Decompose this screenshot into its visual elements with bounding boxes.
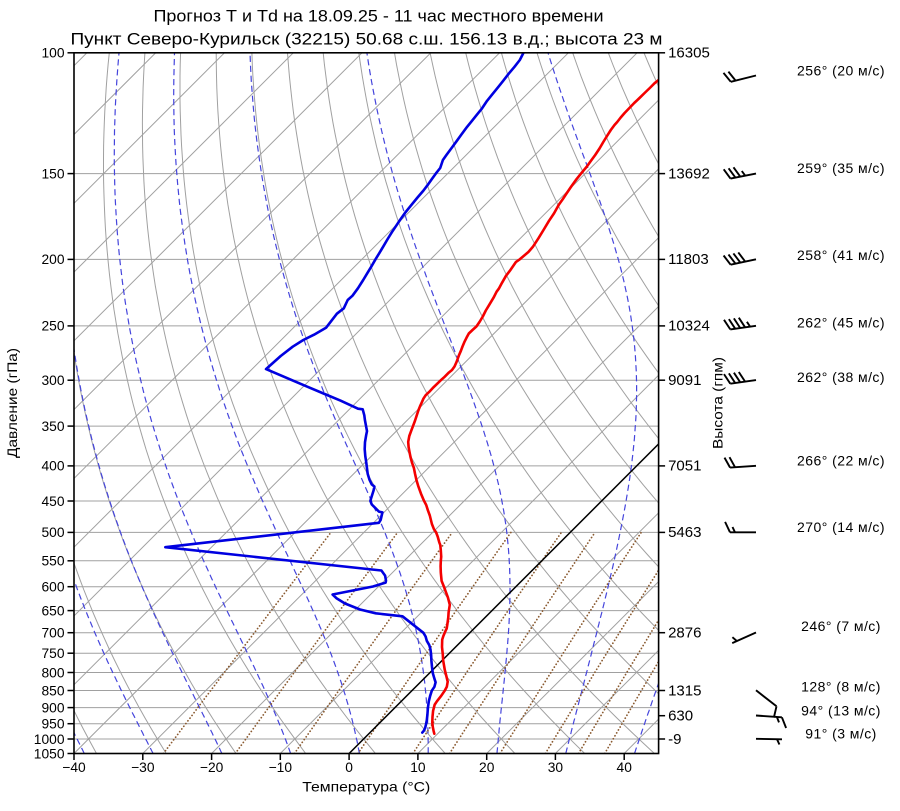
svg-text:550: 550	[41, 554, 64, 569]
svg-text:900: 900	[41, 700, 64, 715]
svg-text:100: 100	[41, 46, 64, 61]
svg-text:1000: 1000	[34, 732, 65, 747]
svg-text:20: 20	[479, 760, 495, 775]
svg-text:262° (38 м/с): 262° (38 м/с)	[797, 369, 885, 385]
svg-text:Пункт Северо-Курильск (32215): Пункт Северо-Курильск (32215) 50.68 с.ш.…	[71, 30, 663, 49]
svg-text:950: 950	[41, 717, 64, 732]
svg-text:16305: 16305	[668, 45, 710, 62]
svg-text:2876: 2876	[668, 625, 701, 642]
svg-text:1050: 1050	[34, 746, 65, 761]
svg-text:13692: 13692	[668, 165, 710, 182]
svg-text:10324: 10324	[668, 318, 710, 335]
svg-text:266° (22 м/с): 266° (22 м/с)	[797, 453, 885, 469]
svg-text:−10: −10	[269, 760, 293, 775]
svg-text:600: 600	[41, 580, 64, 595]
svg-text:150: 150	[41, 166, 64, 181]
svg-text:259° (35 м/с): 259° (35 м/с)	[797, 160, 885, 176]
svg-text:270° (14 м/с): 270° (14 м/с)	[797, 519, 885, 535]
svg-text:40: 40	[617, 760, 633, 775]
svg-text:800: 800	[41, 665, 64, 680]
svg-text:256° (20 м/с): 256° (20 м/с)	[797, 63, 885, 79]
svg-text:128° (8 м/с): 128° (8 м/с)	[801, 678, 881, 694]
svg-text:1315: 1315	[668, 682, 701, 699]
svg-text:Давление (гПа): Давление (гПа)	[5, 348, 20, 458]
svg-text:5463: 5463	[668, 524, 701, 541]
svg-text:300: 300	[41, 373, 64, 388]
svg-text:9091: 9091	[668, 372, 701, 389]
svg-text:−40: −40	[62, 760, 86, 775]
svg-text:400: 400	[41, 459, 64, 474]
svg-text:258° (41 м/с): 258° (41 м/с)	[797, 247, 885, 263]
svg-text:94° (13 м/с): 94° (13 м/с)	[801, 703, 881, 719]
svg-text:10: 10	[410, 760, 426, 775]
svg-text:700: 700	[41, 626, 64, 641]
svg-text:262° (45 м/с): 262° (45 м/с)	[797, 315, 885, 331]
svg-text:630: 630	[668, 708, 693, 725]
svg-text:-9: -9	[668, 731, 681, 748]
svg-text:7051: 7051	[668, 458, 701, 475]
svg-text:Высота (гпм): Высота (гпм)	[711, 357, 726, 449]
svg-text:500: 500	[41, 525, 64, 540]
svg-text:450: 450	[41, 494, 64, 509]
svg-text:Температура (°C): Температура (°C)	[302, 780, 430, 795]
svg-text:−30: −30	[131, 760, 155, 775]
svg-text:Прогноз Т и Td на 18.09.25 - 1: Прогноз Т и Td на 18.09.25 - 11 час мест…	[154, 7, 604, 26]
svg-text:11803: 11803	[668, 251, 709, 268]
svg-text:0: 0	[345, 760, 353, 775]
svg-text:−20: −20	[200, 760, 224, 775]
svg-text:750: 750	[41, 646, 64, 661]
svg-text:850: 850	[41, 683, 64, 698]
svg-text:200: 200	[41, 252, 64, 267]
svg-text:91° (3 м/с): 91° (3 м/с)	[805, 726, 877, 742]
svg-text:246° (7 м/с): 246° (7 м/с)	[801, 618, 881, 634]
svg-text:30: 30	[548, 760, 564, 775]
svg-text:350: 350	[41, 419, 64, 434]
svg-text:250: 250	[41, 319, 64, 334]
svg-text:650: 650	[41, 603, 64, 618]
